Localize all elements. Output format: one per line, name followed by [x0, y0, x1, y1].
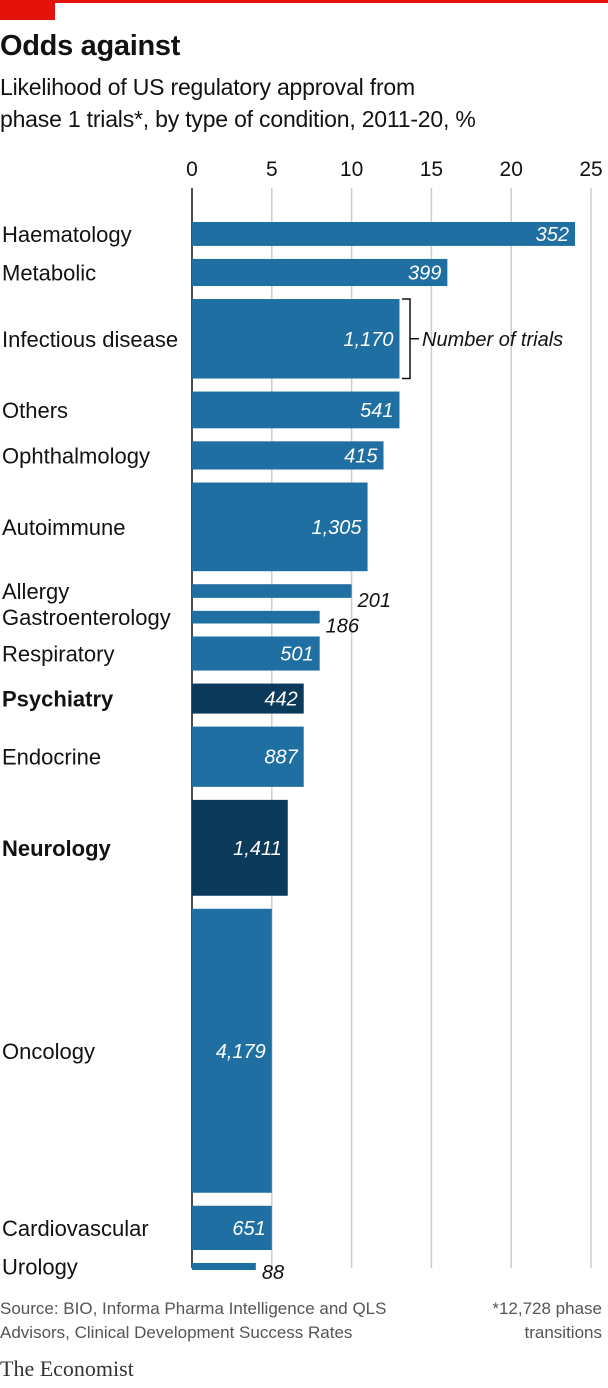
- x-tick-label: 25: [579, 158, 602, 181]
- category-label: Urology: [2, 1254, 78, 1279]
- chart-subtitle-line-1: Likelihood of US regulatory approval fro…: [0, 74, 415, 100]
- x-tick-label: 5: [266, 158, 278, 181]
- bar-oncology: [192, 908, 272, 1193]
- x-tick-label: 10: [340, 158, 363, 181]
- source-line-1: Source: BIO, Informa Pharma Intelligence…: [0, 1299, 387, 1318]
- bar-respiratory: [192, 636, 320, 671]
- category-label: Others: [2, 398, 68, 423]
- trial-count-label: 541: [360, 400, 393, 422]
- trial-count-label: 399: [408, 262, 441, 284]
- category-label: Allergy: [2, 579, 69, 604]
- bar-endocrine: [192, 726, 304, 787]
- category-label: Ophthalmology: [2, 443, 150, 468]
- category-label: Metabolic: [2, 260, 96, 285]
- category-label: Respiratory: [2, 642, 114, 667]
- bar-autoimmune: [192, 482, 368, 572]
- top-rule: [0, 0, 608, 3]
- trial-count-label: 352: [536, 224, 569, 246]
- category-label: Neurology: [2, 836, 112, 861]
- source-note: Source: BIO, Informa Pharma Intelligence…: [0, 1297, 450, 1345]
- trial-count-label: 1,411: [233, 838, 282, 860]
- bar-gastroenterology: [192, 610, 320, 624]
- category-label: Gastroenterology: [2, 605, 171, 630]
- trial-count-label: 651: [232, 1218, 265, 1240]
- annotation-bracket: [402, 298, 419, 380]
- publisher-brand: The Economist: [0, 1356, 134, 1381]
- bar-chart: 0 5 10 15 20 25 Haematology Metabolic Infectiou…: [2, 158, 603, 1284]
- category-labels: Haematology Metabolic Infectious disease Ot…: [2, 222, 178, 1280]
- x-tick-label: 15: [420, 158, 443, 181]
- trial-count-label: 4,179: [216, 1041, 266, 1063]
- bar-allergy: [192, 584, 352, 598]
- bar-others: [192, 391, 400, 429]
- trial-count-label: 501: [280, 644, 313, 666]
- bar-haematology: [192, 222, 576, 246]
- trials-annotation: Number of trials: [402, 298, 563, 380]
- trial-count-label: 201: [357, 590, 391, 612]
- bar-metabolic: [192, 258, 448, 287]
- bar-ophthalmology: [192, 441, 384, 470]
- annotation-label: Number of trials: [422, 329, 563, 351]
- source-line-2: Advisors, Clinical Development Success R…: [0, 1323, 353, 1342]
- footnote-line-2: transitions: [524, 1323, 602, 1342]
- footnote: *12,728 phase transitions: [452, 1297, 602, 1345]
- trial-count-label: 415: [344, 445, 378, 467]
- chart-subtitle-line-2: phase 1 trials*, by type of condition, 2…: [0, 106, 476, 132]
- trial-count-label: 442: [264, 689, 297, 711]
- category-label: Psychiatry: [2, 687, 114, 712]
- category-label: Infectious disease: [2, 327, 178, 352]
- trial-count-label: 186: [326, 616, 360, 638]
- bars: [192, 222, 576, 1270]
- footnote-line-1: *12,728 phase: [492, 1299, 602, 1318]
- bar-neurology: [192, 799, 288, 896]
- bar-cardiovascular: [192, 1205, 272, 1250]
- trial-count-label: 1,170: [343, 329, 393, 351]
- chart-title: Odds against: [0, 30, 181, 62]
- trial-count-labels: 352 399 1,170 541 415 1,305 201 186 501 442 887 1,4…: [216, 224, 569, 1284]
- category-label: Endocrine: [2, 745, 101, 770]
- x-axis-ticks: 0 5 10 15 20 25: [186, 158, 603, 181]
- category-label: Haematology: [2, 222, 132, 247]
- category-label: Oncology: [2, 1039, 95, 1064]
- bar-psychiatry: [192, 683, 304, 714]
- trial-count-label: 88: [262, 1262, 284, 1284]
- x-tick-label: 0: [186, 158, 198, 181]
- bar-urology: [192, 1262, 256, 1270]
- bar-infectious-disease: [192, 299, 400, 379]
- category-label: Autoimmune: [2, 515, 126, 540]
- category-label: Cardiovascular: [2, 1216, 149, 1241]
- brand-red-tag: [0, 0, 55, 20]
- x-tick-label: 20: [500, 158, 523, 181]
- trial-count-label: 887: [264, 747, 298, 769]
- trial-count-label: 1,305: [311, 517, 362, 539]
